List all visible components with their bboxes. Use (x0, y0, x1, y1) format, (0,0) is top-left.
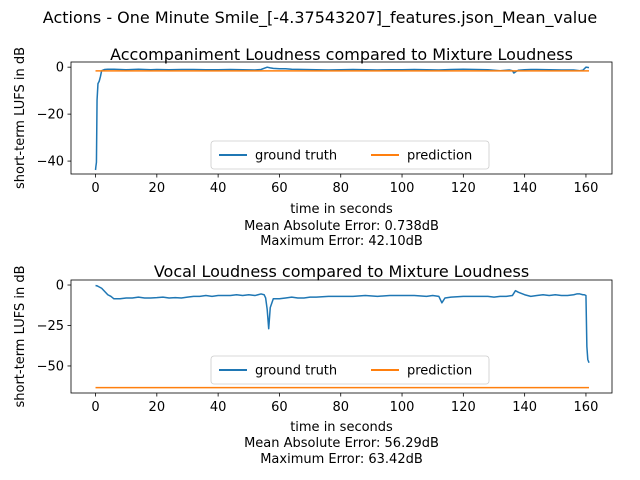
x-tick-label: 140 (512, 400, 537, 415)
chart-title: Accompaniment Loudness compared to Mixtu… (110, 45, 573, 64)
x-tick-label: 0 (91, 400, 99, 415)
legend-box (210, 140, 490, 170)
x-tick-label: 160 (574, 181, 599, 196)
figure-suptitle: Actions - One Minute Smile_[-4.37543207]… (43, 8, 597, 28)
y-tick-label: −20 (37, 108, 64, 123)
x-tick-label: 120 (451, 181, 476, 196)
x-tick-label: 80 (332, 181, 349, 196)
x-tick-label: 100 (390, 400, 415, 415)
x-tick-label: 40 (210, 400, 227, 415)
plot-frame (70, 61, 613, 175)
error-annotation: Mean Absolute Error: 56.29dB (244, 436, 439, 451)
series-line-ground-truth (95, 284, 590, 363)
legend-box (210, 355, 490, 385)
x-tick-label: 40 (210, 181, 227, 196)
error-annotation: Maximum Error: 42.10dB (260, 234, 423, 249)
plot-frame (70, 279, 613, 394)
y-tick-label: 0 (56, 61, 64, 76)
chart-title: Vocal Loudness compared to Mixture Loudn… (154, 262, 529, 281)
x-axis-label: time in seconds (290, 420, 393, 435)
y-axis-label: short-term LUFS in dB (13, 265, 28, 407)
chart-accompaniment: Accompaniment Loudness compared to Mixtu… (13, 45, 613, 249)
x-axis-label: time in seconds (290, 202, 393, 217)
legend-label: prediction (407, 149, 472, 164)
x-tick-label: 140 (512, 181, 537, 196)
x-tick-label: 100 (390, 181, 415, 196)
error-annotation: Maximum Error: 63.42dB (260, 452, 423, 467)
y-tick-label: −25 (37, 319, 64, 334)
x-tick-label: 20 (149, 400, 166, 415)
error-annotation: Mean Absolute Error: 0.738dB (244, 219, 439, 234)
chart-vocal: Vocal Loudness compared to Mixture Loudn… (13, 262, 613, 467)
chart-legend: ground truth prediction (210, 140, 490, 170)
x-tick-label: 20 (149, 181, 166, 196)
series-line-ground-truth (94, 66, 590, 171)
y-tick-label: −50 (37, 359, 64, 374)
y-tick-label: 0 (56, 279, 64, 294)
legend-label: ground truth (255, 149, 337, 164)
chart-legend: ground truth prediction (210, 355, 490, 385)
x-tick-label: 0 (91, 181, 99, 196)
legend-label: ground truth (255, 364, 337, 379)
x-tick-label: 160 (574, 400, 599, 415)
legend-label: prediction (407, 364, 472, 379)
x-tick-label: 60 (271, 400, 288, 415)
x-tick-label: 120 (451, 400, 476, 415)
y-axis-label: short-term LUFS in dB (13, 47, 28, 189)
y-tick-label: −40 (37, 155, 64, 170)
x-tick-label: 60 (271, 181, 288, 196)
x-tick-label: 80 (332, 400, 349, 415)
